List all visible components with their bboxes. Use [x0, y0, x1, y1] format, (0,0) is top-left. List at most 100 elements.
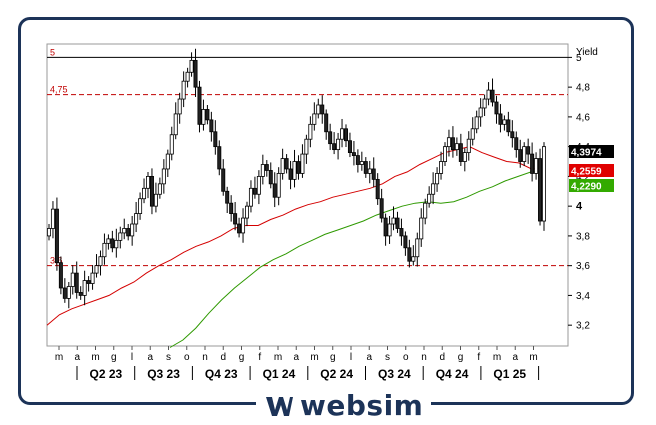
candle [387, 215, 392, 244]
value-tag-label: 4,2290 [571, 182, 602, 193]
candle [130, 215, 135, 246]
y-tick-label: 4,8 [576, 83, 590, 94]
candle-body [435, 173, 440, 185]
candle [86, 276, 91, 292]
candle [431, 172, 436, 205]
candle [510, 120, 515, 148]
candle [478, 98, 483, 127]
candle [442, 142, 447, 166]
candle [419, 208, 424, 247]
y-axis: 54,84,64,44,243,83,63,43,2 [568, 53, 590, 332]
x-month-label: m [310, 352, 318, 363]
candle-body [419, 217, 424, 240]
x-quarter-label: Q1 24 [263, 367, 296, 381]
candle [538, 148, 543, 226]
candle [383, 213, 388, 246]
candle-body [347, 140, 352, 154]
candle-body [114, 239, 119, 249]
x-month-label: a [512, 352, 518, 363]
candle [308, 116, 313, 148]
x-month-label: l [131, 352, 133, 363]
candle-body [518, 149, 523, 162]
value-tag: 4,2559 [569, 164, 614, 178]
websim-w-logo-icon [266, 397, 293, 416]
moving-average-line [169, 171, 544, 348]
candle [490, 78, 495, 107]
candle-body [375, 178, 380, 200]
candle-body [506, 119, 511, 133]
candle-body [161, 168, 166, 185]
candle [466, 131, 471, 161]
candle-body [522, 146, 527, 162]
x-month-label: d [220, 352, 226, 363]
candle-body [343, 128, 348, 142]
candle-body [256, 176, 261, 195]
candle [58, 256, 63, 295]
x-month-label: n [421, 352, 427, 363]
candle-body [248, 187, 253, 207]
candle-body [122, 228, 127, 234]
candle-body [340, 128, 345, 140]
candle [47, 224, 52, 241]
candle [391, 206, 396, 231]
candle-body [157, 183, 162, 195]
candle-body [276, 173, 281, 198]
x-month-label: g [239, 352, 245, 363]
candle-body [288, 168, 293, 180]
candle-body [423, 202, 428, 219]
x-quarter-label: Q2 24 [320, 367, 353, 381]
y-tick-label: 4,6 [576, 112, 590, 123]
candle-body [458, 143, 463, 162]
candle-body [395, 217, 400, 229]
candle-body [514, 137, 519, 151]
candle [241, 208, 246, 243]
candle-body [351, 152, 356, 156]
candle-body [50, 208, 55, 229]
candle-body [241, 217, 246, 234]
candle-body [454, 143, 459, 151]
candle [153, 182, 158, 213]
x-month-label: l [350, 352, 352, 363]
candle [304, 134, 309, 164]
candle-body [70, 272, 75, 287]
candle [106, 234, 111, 250]
candle-body [300, 153, 305, 174]
x-month-label: s [385, 352, 390, 363]
candle-body [304, 138, 309, 155]
candle-body [205, 109, 210, 121]
candle-body [217, 146, 222, 170]
candle [486, 82, 491, 106]
candle [280, 148, 285, 180]
candle-body [126, 228, 131, 237]
candle [205, 104, 210, 125]
candle-body [268, 170, 273, 185]
candle-body [292, 161, 297, 180]
reference-line-label: 4,75 [50, 85, 68, 95]
candle-body [542, 146, 547, 222]
candle-body [118, 232, 123, 241]
candle-body [316, 104, 321, 115]
x-month-label: a [366, 352, 372, 363]
candle [126, 224, 131, 241]
candle [288, 160, 293, 190]
candle-body [169, 134, 174, 155]
candle-body [142, 187, 147, 200]
candle-body [62, 287, 67, 299]
candle [351, 140, 356, 166]
candle [316, 98, 321, 119]
candle [260, 154, 265, 185]
x-quarter-label: Q1 25 [493, 367, 526, 381]
value-tag: 4,3974 [569, 145, 614, 159]
x-quarter-label: Q3 24 [378, 367, 411, 381]
reference-lines: 54,753,6 [47, 47, 568, 267]
candle-body [332, 143, 337, 151]
candle-body [431, 183, 436, 195]
candle [237, 217, 242, 238]
candle-body [102, 242, 107, 258]
candle-body [252, 187, 257, 195]
x-month-label: g [111, 352, 117, 363]
candle [522, 142, 527, 166]
candle-body [403, 235, 408, 249]
candle-body [110, 238, 115, 249]
candle [90, 265, 95, 290]
